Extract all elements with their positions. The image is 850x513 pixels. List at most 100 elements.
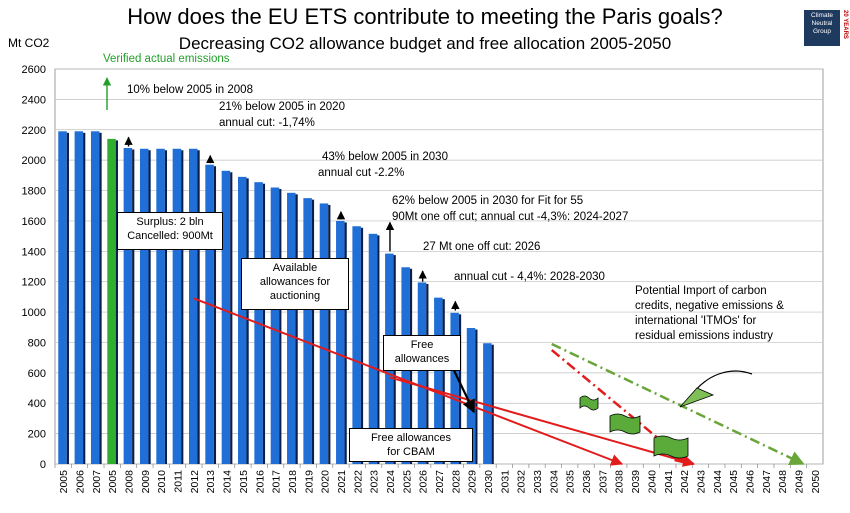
available-line2: allowances for — [259, 276, 331, 288]
x-tick-label: 2015 — [238, 470, 250, 494]
y-tick-label: 400 — [28, 398, 46, 410]
x-tick-label: 2049 — [793, 470, 805, 494]
y-tick-label: 1400 — [22, 246, 46, 258]
bar — [319, 203, 329, 465]
x-tick-label: 2012 — [189, 470, 201, 494]
x-tick-label: 2023 — [369, 470, 381, 494]
annotation-2026: 27 Mt one off cut: 2026 — [423, 241, 541, 253]
bar — [238, 176, 247, 464]
x-tick-label: 2044 — [712, 470, 724, 494]
bar — [221, 170, 231, 465]
x-tick-label: 2013 — [205, 470, 217, 494]
bar-shadow — [442, 299, 445, 464]
x-tick-label: 2021 — [336, 470, 348, 494]
x-tick-label: 2034 — [548, 470, 560, 494]
bar — [336, 220, 345, 464]
x-tick-label: 2005 — [107, 470, 119, 494]
x-tick-label: 2025 — [401, 470, 413, 494]
x-tick-label: 2011 — [173, 470, 185, 493]
bar-shadow — [426, 283, 429, 464]
annotation-2020-line2: annual cut: -1,74% — [219, 117, 315, 129]
bar-shadow — [99, 132, 102, 465]
x-tick-label: 2014 — [222, 470, 234, 494]
y-tick-label: 600 — [28, 368, 46, 380]
x-tick-label: 2024 — [385, 470, 397, 494]
bar-shadow — [344, 222, 347, 464]
x-tick-label: 2010 — [156, 470, 168, 494]
x-tick-label: 2029 — [467, 470, 479, 494]
verified-emissions-label: Verified actual emissions — [103, 53, 230, 65]
import-label-line4: residual emissions industry — [635, 330, 774, 342]
credit-flag — [609, 413, 641, 435]
bar — [156, 148, 165, 464]
bar-shadow — [262, 183, 266, 465]
bar-shadow — [213, 166, 217, 464]
chart-subtitle: Decreasing CO2 allowance budget and free… — [178, 34, 672, 53]
x-tick-label: 2045 — [728, 470, 740, 494]
x-tick-label: 2028 — [450, 470, 462, 494]
annotation-2030-line1: 43% below 2005 in 2030 — [322, 151, 448, 163]
logo-line-3: Group — [812, 28, 832, 35]
cbam-line2: for CBAM — [387, 446, 435, 458]
x-tick-label: 2041 — [663, 470, 675, 494]
bar-shadow — [246, 178, 249, 464]
x-tick-label: 2005 — [58, 470, 70, 494]
annotation-2008: 10% below 2005 in 2008 — [127, 84, 253, 96]
logo-line-2: Neutral — [811, 20, 833, 27]
bar-shadow — [115, 140, 118, 464]
x-tick-label: 2047 — [761, 470, 773, 494]
bar — [123, 148, 133, 464]
y-tick-label: 2000 — [22, 155, 46, 167]
credit-flag — [653, 435, 689, 459]
trend-line-green-dashdot — [551, 342, 805, 466]
bar-shadow — [491, 344, 494, 464]
surplus-line1: Surplus: 2 bln — [136, 216, 204, 228]
free-allowances-box: Free allowances — [383, 335, 461, 371]
x-tick-label: 2026 — [418, 470, 430, 494]
y-tick-label: 2200 — [22, 125, 46, 137]
trend-line-red-solid — [389, 376, 696, 467]
x-tick-label: 2016 — [254, 470, 266, 494]
bar-shadow — [230, 172, 233, 465]
y-axis-unit: Mt CO2 — [8, 36, 50, 50]
import-arrow-head — [679, 387, 715, 408]
annotation-fit55-line1: 62% below 2005 in 2030 for Fit for 55 — [392, 195, 584, 207]
chart-title: How does the EU ETS contribute to meetin… — [127, 4, 723, 29]
free-line2: allowances — [394, 353, 450, 365]
bar — [303, 198, 312, 464]
bar — [188, 148, 198, 464]
x-tick-label: 2036 — [581, 470, 593, 494]
annotation-2030-line2: annual cut -2.2% — [318, 167, 405, 179]
bar — [58, 131, 67, 465]
cbam-line1: Free allowances — [370, 432, 452, 444]
x-tick-label: 2042 — [679, 470, 691, 494]
bar — [483, 343, 492, 464]
bar — [466, 328, 476, 464]
y-tick-label: 800 — [28, 337, 46, 349]
bar-shadow — [458, 314, 462, 464]
import-label-line3: international 'ITMOs' for — [635, 315, 757, 327]
bar — [287, 192, 296, 464]
x-tick-label: 2019 — [303, 470, 315, 494]
trend-line-red-solid — [193, 297, 624, 466]
annotation-2028: annual cut - 4,4%: 2028-2030 — [454, 271, 605, 283]
y-tick-label: 1800 — [22, 186, 46, 198]
x-tick-label: 2018 — [287, 470, 299, 494]
x-tick-label: 2043 — [695, 470, 707, 494]
available-line3: auctioning — [269, 290, 321, 302]
bar-shadow — [377, 235, 380, 464]
y-tick-label: 1600 — [22, 216, 46, 228]
bar-shadow — [279, 189, 282, 464]
x-tick-label: 2022 — [352, 470, 364, 494]
available-line1: Available — [272, 262, 318, 274]
bar-shadow — [295, 194, 298, 464]
bar-shadow — [328, 204, 331, 465]
bar — [352, 226, 361, 464]
import-label-line2: credits, negative emissions & — [635, 300, 784, 312]
x-tick-label: 2032 — [516, 470, 528, 494]
x-tick-label: 2046 — [744, 470, 756, 494]
bar-shadow — [132, 149, 135, 464]
x-tick-label: 2030 — [483, 470, 495, 494]
cbam-box: Free allowances for CBAM — [349, 428, 473, 462]
import-label-line1: Potential Import of carbon — [635, 285, 767, 297]
